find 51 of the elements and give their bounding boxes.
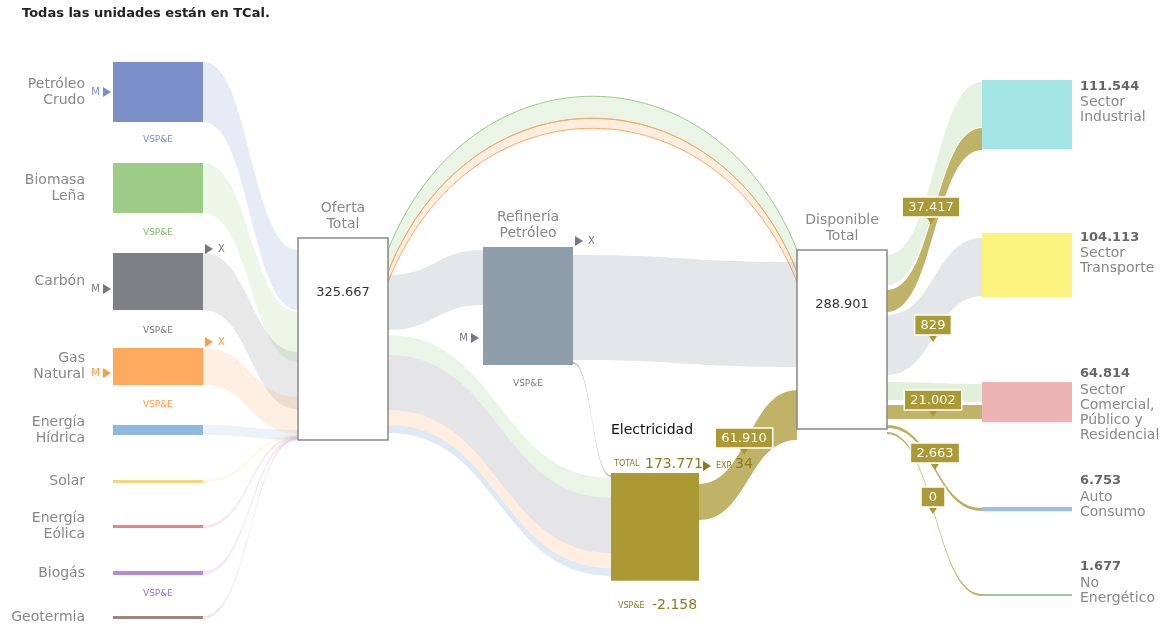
category-label: Solar bbox=[49, 472, 86, 489]
text: X bbox=[218, 242, 225, 254]
text: M bbox=[91, 85, 100, 97]
text: VSP&E bbox=[142, 588, 174, 599]
text: 829 bbox=[920, 317, 946, 333]
data-label: 104.113 bbox=[1080, 228, 1140, 244]
data-label: 1.677 bbox=[1080, 558, 1122, 574]
text: VSP&E bbox=[142, 325, 174, 336]
text: M bbox=[459, 331, 468, 343]
category-label: Energía Hídrica bbox=[31, 412, 85, 445]
text: 0 bbox=[928, 489, 938, 505]
category-label: Biomasa Leña bbox=[24, 170, 85, 203]
text: VSP&E bbox=[142, 399, 174, 410]
text: Todas las unidades están en TCal. bbox=[22, 5, 270, 21]
data-label: 6.753 bbox=[1080, 472, 1122, 488]
data-label: 173.771 bbox=[645, 454, 703, 471]
text: VSP&E bbox=[618, 601, 645, 611]
category-label: Sector Industrial bbox=[1080, 93, 1146, 125]
category-label: Auto Consumo bbox=[1080, 487, 1146, 519]
category-label: Energía Eólica bbox=[31, 509, 85, 542]
data-label: 111.544 bbox=[1080, 77, 1140, 93]
text: M bbox=[91, 366, 100, 378]
text: VSP&E bbox=[142, 134, 174, 145]
category-label: Electricidad bbox=[610, 420, 694, 437]
text: 34 bbox=[735, 454, 753, 471]
data-label: 64.814 bbox=[1080, 365, 1131, 381]
category-label: Geotermia bbox=[11, 608, 85, 625]
text: 61.910 bbox=[721, 430, 767, 446]
text: 2.663 bbox=[916, 445, 954, 461]
text: TOTAL bbox=[613, 459, 640, 469]
text: 37.417 bbox=[908, 199, 954, 215]
category-label: Sector Transporte bbox=[1079, 243, 1155, 275]
category-label: Biogás bbox=[38, 563, 85, 580]
category-label: No Energético bbox=[1080, 573, 1155, 605]
text: -2.158 bbox=[652, 595, 698, 612]
category-label: Petróleo Crudo bbox=[27, 74, 85, 107]
text: EXP. bbox=[716, 461, 733, 471]
text: VSP&E bbox=[512, 378, 544, 389]
text: 21.002 bbox=[910, 392, 956, 408]
data-label: 288.901 bbox=[815, 296, 869, 312]
category-label: Oferta Total bbox=[320, 198, 366, 231]
text: X bbox=[588, 234, 595, 246]
text: X bbox=[218, 335, 225, 347]
category-label: Carbón bbox=[34, 272, 85, 289]
data-label: 325.667 bbox=[316, 284, 370, 300]
category-label: Gas Natural bbox=[33, 349, 85, 382]
text: M bbox=[91, 282, 100, 294]
category-label: Disponible Total bbox=[805, 210, 879, 243]
category-label: Sector Comercial, Público y Residencial bbox=[1080, 380, 1160, 442]
category-label: Refinería Petróleo bbox=[496, 207, 560, 240]
text: VSP&E bbox=[142, 227, 174, 238]
